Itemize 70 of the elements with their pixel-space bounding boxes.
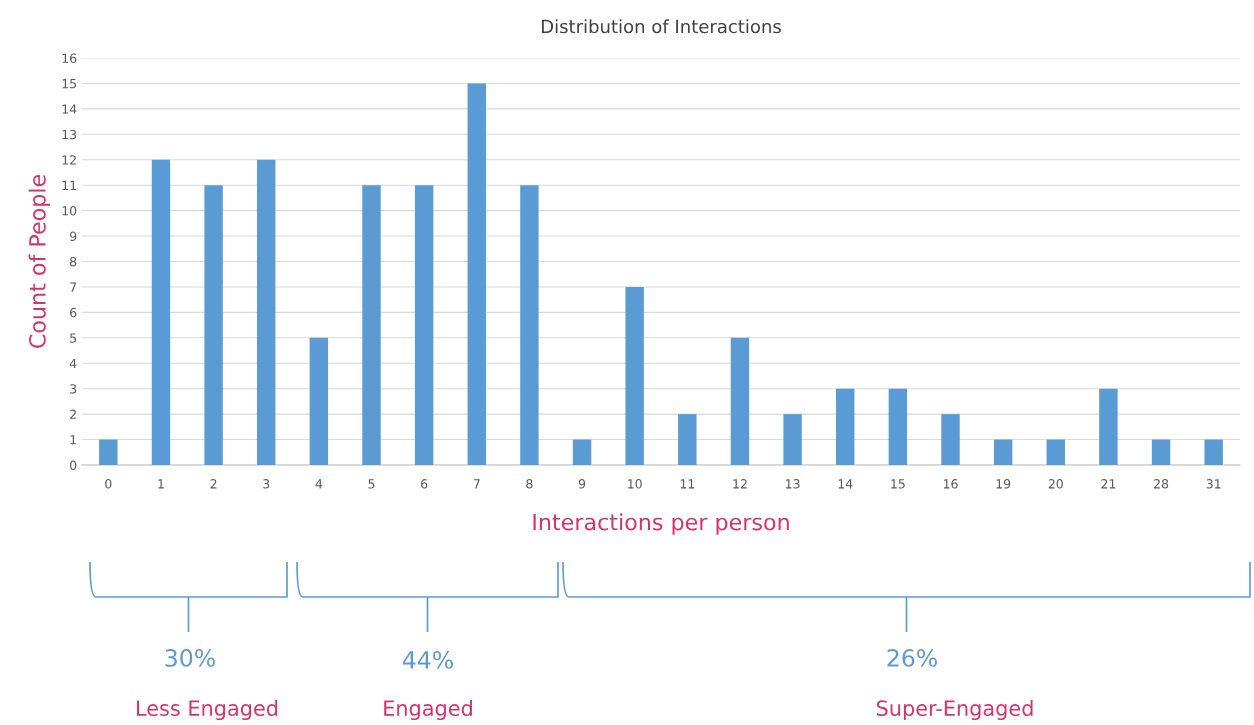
x-tick-label: 4 [315, 479, 323, 489]
x-tick-label: 6 [421, 479, 428, 489]
y-tick-label: 15 [62, 79, 77, 89]
y-tick-label: 2 [70, 409, 76, 419]
y-tick-label: 8 [70, 256, 77, 267]
y-tick-label: 10 [62, 206, 77, 216]
y-tick-label: 1 [70, 435, 76, 445]
bar [309, 337, 329, 465]
bar [1204, 439, 1223, 465]
x-tick-label: 9 [578, 479, 586, 489]
y-tick-label: 7 [70, 282, 77, 292]
y-tick-label: 13 [62, 129, 77, 140]
bar [99, 439, 118, 465]
bar [362, 185, 381, 465]
bar [1046, 439, 1065, 465]
text: 26% [887, 648, 937, 667]
y-tick-label: 11 [62, 180, 76, 190]
y-tick-label: 0 [70, 460, 77, 470]
x-tick-label: 16 [943, 479, 958, 489]
bar [836, 388, 855, 465]
text: Less Engaged [137, 699, 278, 721]
y-tick-label: 16 [62, 53, 77, 63]
x-tick-label: 2 [210, 479, 217, 489]
x-tick-label: 14 [838, 479, 853, 489]
x-tick-label: 5 [368, 479, 375, 489]
x-tick-label: 19 [996, 479, 1011, 489]
x-tick-label: 1 [158, 479, 164, 489]
x-tick-label: 13 [786, 479, 800, 489]
bar [257, 159, 276, 465]
x-tick-label: 12 [733, 479, 747, 489]
bar [888, 388, 908, 465]
chart-title: Distribution of Interactions [541, 19, 781, 34]
bar [993, 439, 1013, 465]
bar [572, 439, 592, 465]
y-tick-label: 12 [62, 155, 76, 165]
bar [783, 414, 802, 465]
x-axis-title: Interactions per person [533, 513, 789, 535]
y-tick-label: 9 [69, 231, 77, 241]
y-tick-label: 6 [70, 307, 77, 318]
text: 44% [402, 650, 453, 669]
x-tick-label: 28 [1154, 479, 1169, 489]
x-tick-label: 20 [1048, 479, 1063, 489]
x-tick-label: 7 [473, 479, 480, 489]
bar [414, 185, 434, 465]
bar [467, 83, 486, 465]
x-tick-label: 0 [105, 479, 112, 489]
y-tick-label: 14 [62, 104, 77, 114]
y-tick-label: 4 [69, 358, 77, 368]
bar [678, 414, 697, 465]
bar [1151, 439, 1171, 465]
x-tick-label: 3 [263, 479, 270, 489]
x-tick-label: 15 [891, 479, 905, 489]
y-tick-label: 5 [70, 333, 77, 343]
x-tick-label: 10 [628, 479, 642, 489]
text: Engaged [384, 699, 472, 721]
bar [204, 185, 223, 465]
x-tick-label: 11 [680, 479, 695, 489]
x-tick-label: 8 [526, 479, 533, 489]
bar [1099, 388, 1118, 465]
x-tick-label: 31 [1206, 479, 1221, 489]
text: 30% [165, 648, 215, 667]
x-tick-label: 21 [1101, 479, 1116, 489]
bar [625, 286, 644, 465]
text: Super-Engaged [876, 699, 1033, 721]
bar [730, 337, 750, 465]
bar [520, 185, 539, 465]
bar [151, 159, 171, 465]
bar [941, 414, 960, 465]
y-axis-title: Count of People [28, 175, 51, 348]
y-tick-label: 3 [70, 384, 77, 394]
